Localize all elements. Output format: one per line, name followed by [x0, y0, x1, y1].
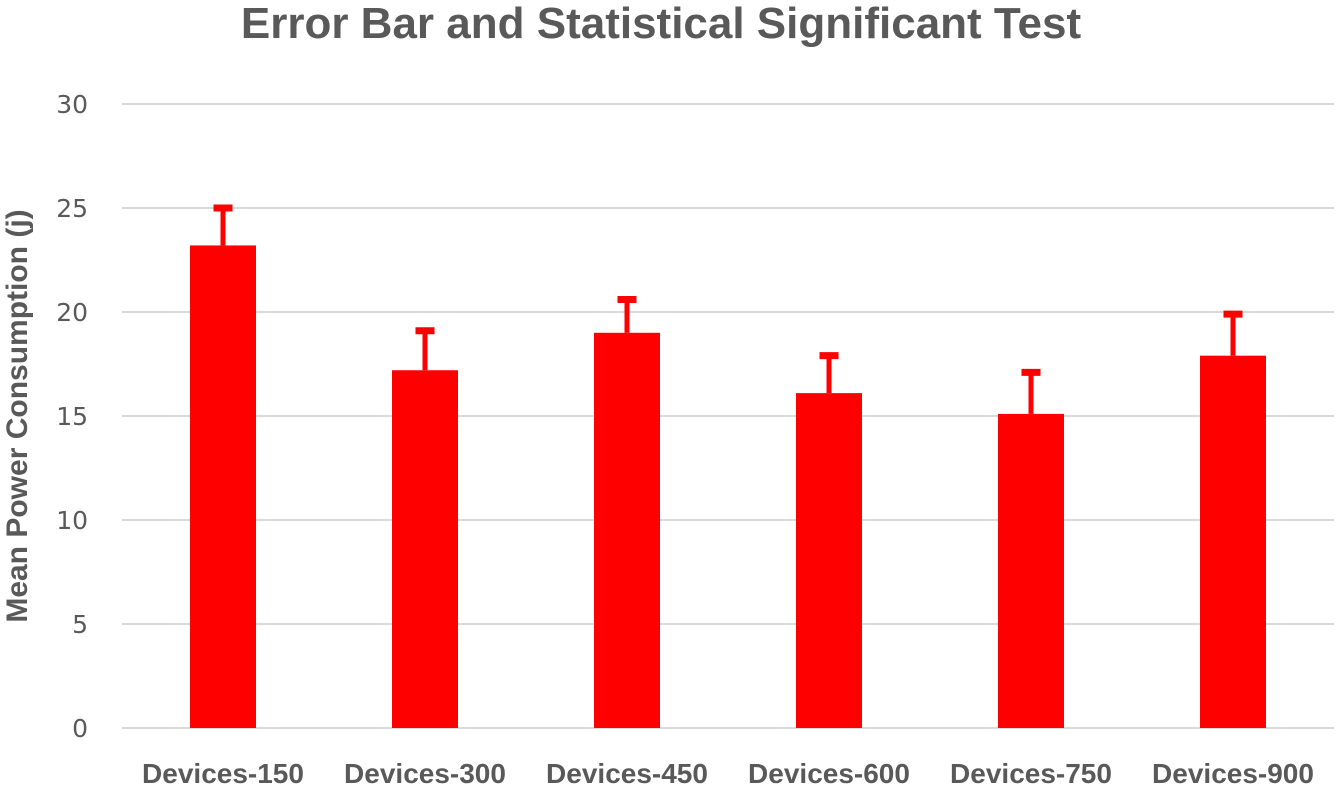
- bar-devices-300: [392, 370, 458, 728]
- x-tick-label: Devices-450: [546, 758, 708, 788]
- error-bar-devices-300: [415, 327, 435, 371]
- bars: [190, 245, 1266, 728]
- error-bar-devices-750: [1021, 368, 1041, 414]
- y-tick-label: 15: [56, 402, 88, 431]
- error-bar-devices-150: [213, 204, 233, 246]
- bar-devices-750: [998, 413, 1064, 728]
- y-tick-label: 30: [56, 90, 88, 119]
- y-tick-label: 0: [72, 714, 88, 743]
- error-bar-devices-600: [819, 352, 839, 394]
- y-axis-ticks: 0 5 10 15 20 25 30: [56, 90, 88, 743]
- error-bar-devices-450: [617, 296, 637, 333]
- x-tick-label: Devices-600: [748, 758, 910, 788]
- x-tick-label: Devices-750: [950, 758, 1112, 788]
- bar-devices-600: [796, 393, 862, 728]
- gridlines: [122, 103, 1334, 729]
- y-axis-label: Mean Power Consumption (j): [1, 209, 34, 622]
- chart-title: Error Bar and Statistical Significant Te…: [241, 0, 1082, 48]
- x-axis-ticks: Devices-150 Devices-300 Devices-450 Devices…: [142, 758, 1314, 788]
- x-tick-label: Devices-300: [344, 758, 506, 788]
- bar-devices-150: [190, 245, 256, 728]
- bar-devices-900: [1200, 355, 1266, 728]
- bar-devices-450: [594, 332, 660, 728]
- error-bars: [213, 204, 1243, 414]
- x-tick-label: Devices-900: [1152, 758, 1314, 788]
- y-tick-label: 25: [56, 194, 88, 223]
- error-bar-devices-900: [1223, 310, 1243, 356]
- x-tick-label: Devices-150: [142, 758, 304, 788]
- y-tick-label: 20: [56, 298, 88, 327]
- y-tick-label: 10: [56, 506, 88, 535]
- y-tick-label: 5: [72, 610, 88, 639]
